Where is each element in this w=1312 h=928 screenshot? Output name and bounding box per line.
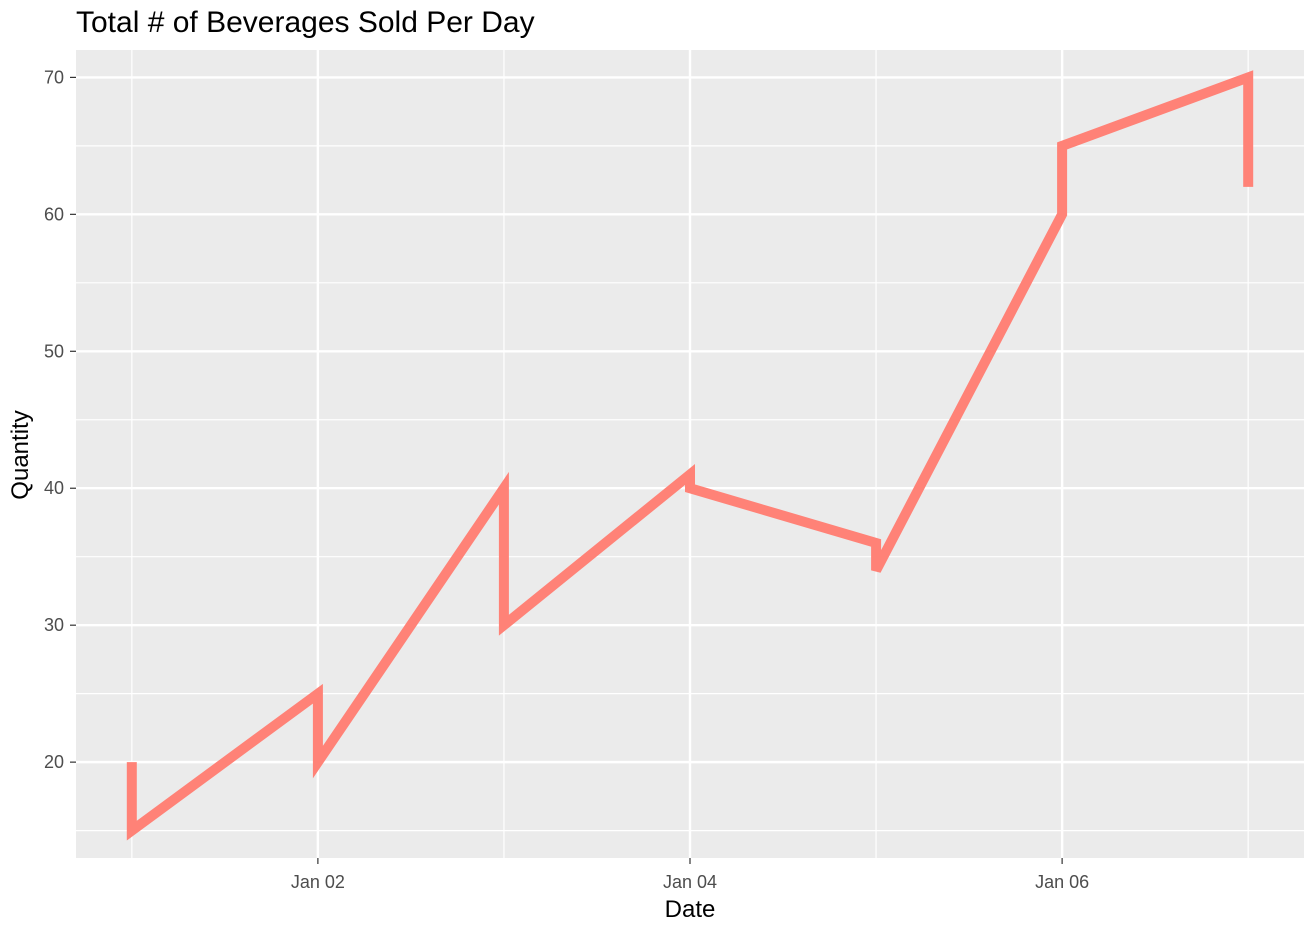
series-line xyxy=(126,70,1254,841)
x-axis-title: Date xyxy=(665,896,716,923)
y-axis: 20 30 40 50 60 70 xyxy=(44,67,76,772)
x-axis: Jan 02 Jan 04 Jan 06 xyxy=(291,858,1089,892)
y-tick-label: 20 xyxy=(44,752,64,772)
x-tick-label: Jan 06 xyxy=(1035,872,1089,892)
y-tick-label: 70 xyxy=(44,67,64,87)
y-tick-label: 50 xyxy=(44,341,64,361)
y-tick-label: 30 xyxy=(44,615,64,635)
series-layer xyxy=(126,70,1254,841)
x-tick-label: Jan 02 xyxy=(291,872,345,892)
grid-major xyxy=(76,50,1304,858)
y-axis-title: Quantity xyxy=(7,410,34,499)
chart-title: Total # of Beverages Sold Per Day xyxy=(76,6,535,39)
x-tick-label: Jan 04 xyxy=(663,872,717,892)
y-tick-label: 40 xyxy=(44,478,64,498)
y-tick-label: 60 xyxy=(44,204,64,224)
